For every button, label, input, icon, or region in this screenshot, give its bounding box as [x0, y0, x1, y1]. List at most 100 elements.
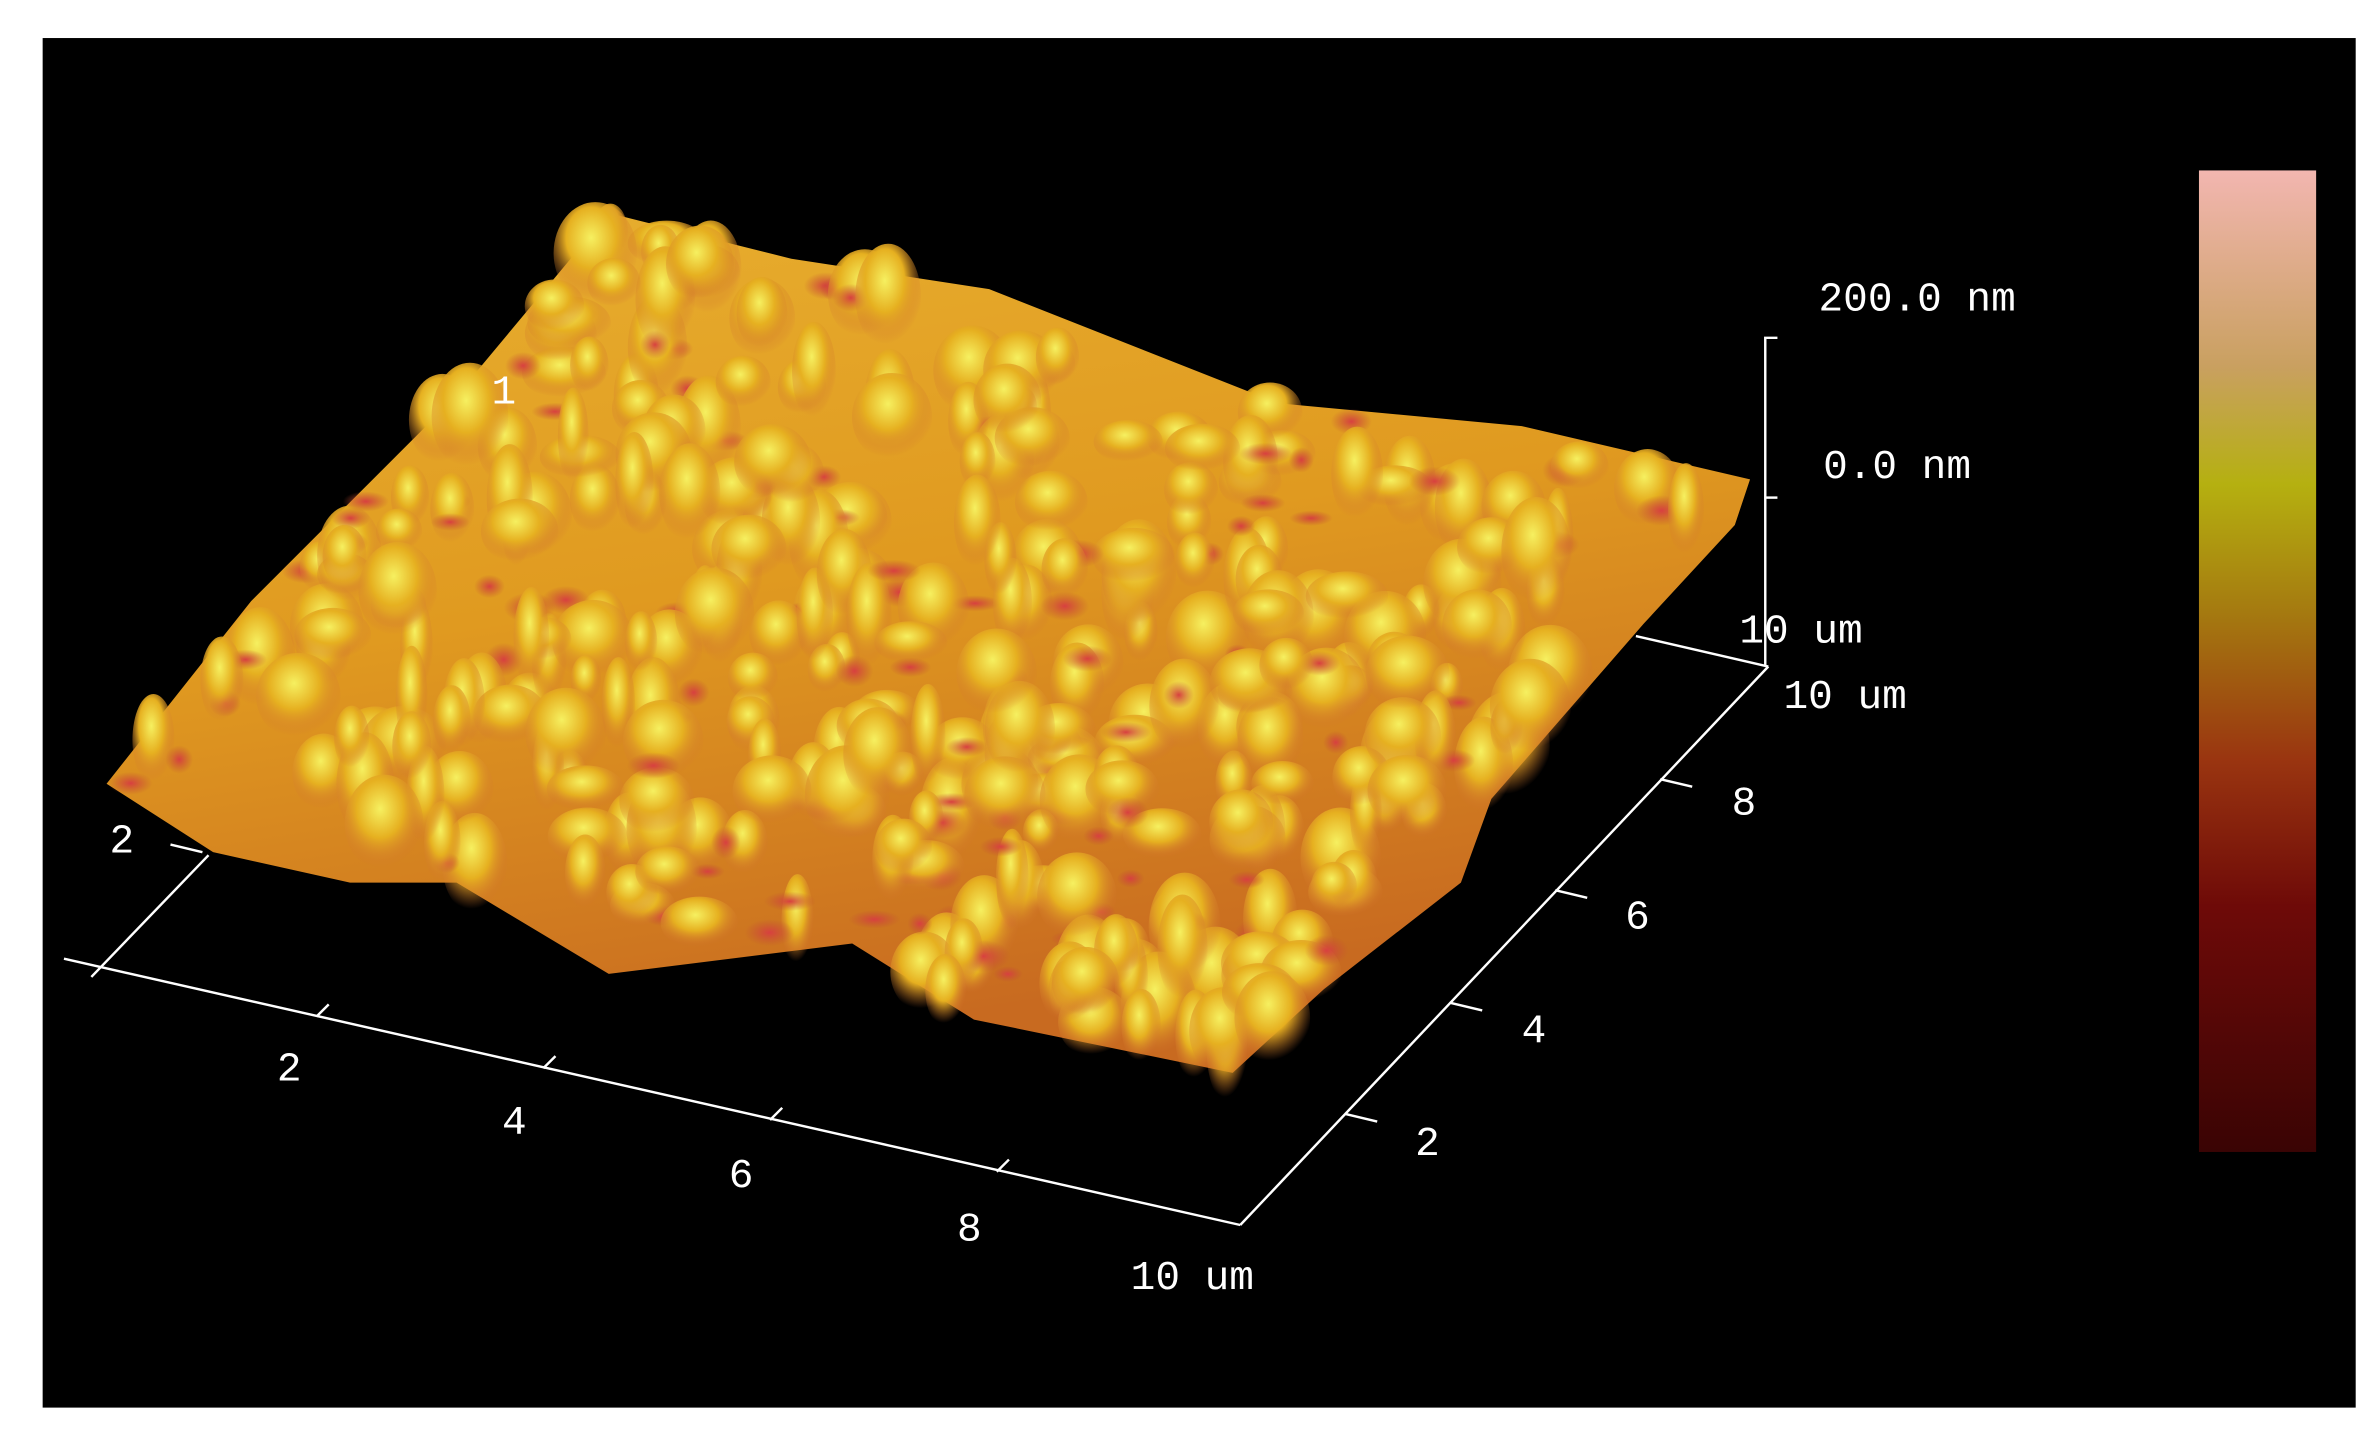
surface-texture	[910, 683, 946, 789]
surface-texture	[867, 559, 921, 582]
surface-texture	[711, 514, 787, 583]
surface-texture	[564, 834, 606, 911]
surface-texture	[1289, 510, 1333, 526]
surface-texture	[165, 745, 194, 774]
surface-texture	[1209, 789, 1274, 856]
x-tick-label: 8	[957, 1207, 982, 1253]
surface-texture	[851, 372, 933, 462]
surface-texture	[1367, 754, 1447, 827]
surface-texture	[1668, 463, 1704, 558]
z-min-label: 0.0 nm	[1823, 445, 1971, 491]
x-tick-label: 6	[729, 1154, 754, 1200]
surface-texture	[431, 362, 509, 471]
surface-texture	[1228, 870, 1265, 889]
surface-texture	[722, 810, 768, 877]
surface-texture	[1093, 420, 1163, 464]
surface-texture	[1040, 591, 1090, 621]
x-axis-line	[63, 957, 1241, 1227]
y-tick-label: 8	[1732, 781, 1757, 827]
surface-texture	[1226, 515, 1256, 537]
y-tick-label: 4	[1522, 1010, 1547, 1056]
back-axis-line	[1635, 634, 1769, 668]
surface-texture	[1408, 466, 1461, 496]
surface-texture	[660, 896, 738, 950]
surface-texture	[505, 351, 542, 380]
surface-texture	[344, 774, 424, 873]
x-tick-label: 2	[277, 1048, 302, 1094]
surface-texture	[677, 678, 710, 707]
surface-texture	[1091, 527, 1175, 585]
surface-texture	[1304, 935, 1349, 966]
surface-texture	[256, 652, 341, 740]
surface-texture	[1062, 645, 1113, 672]
surface-texture	[1305, 571, 1389, 621]
surface-texture	[1310, 861, 1357, 911]
surface-texture	[1083, 826, 1114, 846]
y-tick-label: 2	[1415, 1122, 1440, 1168]
x-tick	[315, 1003, 330, 1018]
surface-texture	[674, 567, 755, 660]
surface-texture	[1234, 971, 1311, 1065]
surface-texture	[322, 524, 367, 588]
left-axis-line	[90, 854, 210, 978]
surface-texture	[956, 628, 1037, 718]
surface-texture	[513, 587, 550, 690]
surface-texture	[626, 752, 680, 779]
y-tick	[1554, 889, 1588, 900]
y-axis-end-label: 10 um	[1784, 675, 1907, 721]
y-tick	[1659, 777, 1693, 788]
surface-texture	[557, 387, 589, 485]
surface-texture	[430, 472, 475, 546]
surface-texture	[569, 463, 621, 535]
surface-texture	[749, 600, 809, 669]
x-tick	[769, 1106, 784, 1121]
surface-texture	[1232, 589, 1305, 638]
surface-texture	[1051, 946, 1120, 1017]
surface-texture	[874, 621, 948, 665]
surface-texture	[334, 705, 370, 771]
left-tick	[170, 843, 203, 854]
surface-texture	[1164, 461, 1218, 518]
surface-texture	[430, 513, 470, 532]
surface-texture	[734, 424, 812, 500]
surface-texture	[1014, 470, 1088, 534]
surface-texture	[132, 693, 175, 786]
surface-texture	[619, 767, 695, 836]
surface-texture	[781, 874, 814, 966]
left-tick-label: 2	[109, 819, 134, 865]
surface-texture	[615, 432, 654, 534]
x-tick	[995, 1158, 1010, 1173]
y-axis-line	[1239, 665, 1770, 1226]
surface-texture	[763, 891, 816, 912]
surface-texture	[855, 243, 921, 350]
surface-texture	[736, 276, 788, 351]
surface-texture	[375, 508, 423, 554]
surface-render	[106, 202, 1751, 1103]
surface-texture	[294, 607, 372, 663]
surface-texture	[1121, 988, 1161, 1064]
surface-texture	[715, 355, 771, 410]
z-axis-line	[1764, 336, 1778, 667]
surface-texture	[973, 363, 1042, 437]
surface-texture	[744, 918, 795, 947]
surface-texture	[875, 818, 932, 876]
surface-texture	[1323, 730, 1349, 754]
surface-texture	[1239, 442, 1293, 465]
surface-texture	[1442, 589, 1512, 663]
surface-texture	[792, 321, 836, 422]
surface-texture	[907, 912, 933, 935]
x-axis-end-label: 10 um	[1131, 1256, 1254, 1302]
surface-texture	[1331, 426, 1384, 523]
surface-texture	[1035, 327, 1080, 388]
surface-texture	[1550, 441, 1609, 492]
left-hidden-tick-label: 1	[492, 370, 517, 416]
surface-texture	[659, 443, 721, 544]
surface-texture	[524, 279, 585, 333]
surface-texture	[1240, 494, 1286, 513]
surface-texture	[1041, 538, 1088, 601]
surface-texture	[570, 336, 609, 395]
surface-texture	[979, 836, 1022, 857]
surface-texture	[342, 491, 389, 512]
surface-texture	[1100, 721, 1151, 743]
